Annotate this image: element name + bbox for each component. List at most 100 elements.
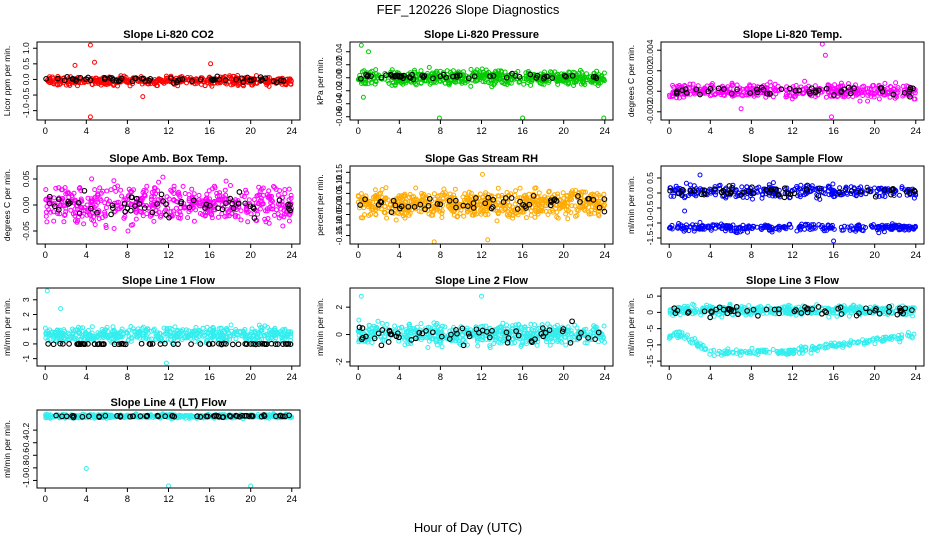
y-tick-label: -0.06: [334, 107, 344, 127]
y-tick-label: 1.0: [21, 42, 31, 54]
data-point: [828, 89, 834, 94]
data-point: [707, 85, 714, 92]
data-point: [388, 69, 394, 75]
data-point: [51, 218, 57, 224]
data-point: [561, 72, 568, 79]
data-point: [113, 188, 119, 194]
data-point: [715, 85, 722, 92]
panel-title: Slope Li-820 Pressure: [424, 29, 539, 41]
x-tick-label: 12: [787, 126, 798, 137]
data-point: [87, 77, 94, 84]
data-point: [266, 188, 272, 194]
x-tick-label: 0: [667, 126, 672, 137]
x-tick-label: 12: [163, 250, 174, 261]
x-tick-label: 12: [163, 126, 174, 137]
data-point: [569, 72, 576, 79]
data-point: [495, 185, 501, 191]
data-point: [569, 318, 575, 325]
data-point: [721, 86, 727, 92]
data-point: [222, 187, 228, 193]
data-point: [867, 91, 873, 97]
data-point: [595, 83, 601, 88]
data-point: [262, 216, 268, 222]
data-point-outlier: [358, 293, 364, 299]
data-point: [233, 76, 239, 83]
data-point: [161, 80, 167, 86]
data-point: [389, 82, 395, 88]
data-point: [754, 89, 761, 96]
data-point: [498, 68, 504, 74]
data-point: [851, 85, 857, 92]
data-point: [481, 73, 487, 79]
data-point: [594, 68, 600, 74]
data-point: [273, 186, 279, 192]
data-point: [569, 76, 574, 82]
panel-4: Slope Amb. Box Temp.degrees C per min.0 4…: [2, 153, 301, 261]
y-tick-label: -0.002: [645, 99, 655, 123]
data-point: [239, 75, 245, 82]
y-tick-label: 3: [21, 297, 31, 302]
data-point: [364, 73, 371, 80]
data-point: [238, 217, 244, 223]
data-point: [871, 94, 877, 100]
data-point: [77, 74, 84, 81]
data-point: [168, 209, 174, 215]
data-point: [462, 191, 468, 197]
data-points: [666, 301, 917, 359]
data-point: [528, 82, 534, 88]
data-point: [43, 187, 49, 193]
x-tick-label: 16: [828, 250, 839, 261]
y-tick-label: 0.02: [334, 56, 344, 73]
x-tick-label: 12: [476, 250, 487, 261]
data-point: [384, 321, 390, 327]
data-point: [426, 64, 432, 70]
data-point: [282, 187, 288, 193]
data-point: [238, 208, 244, 214]
data-point: [379, 187, 385, 192]
data-point: [87, 211, 92, 217]
data-point: [172, 324, 178, 330]
data-point: [841, 86, 847, 93]
data-points: [43, 42, 294, 120]
x-tick-label: 8: [749, 126, 754, 137]
data-point: [118, 75, 125, 82]
data-point: [413, 185, 419, 191]
data-point: [500, 320, 506, 326]
y-tick-label: -0.02: [334, 81, 344, 101]
data-point: [392, 73, 399, 79]
data-point: [509, 70, 515, 77]
data-point: [682, 86, 689, 92]
y-tick-label: -0.5: [645, 200, 655, 215]
data-point: [73, 78, 79, 84]
data-point: [865, 86, 871, 92]
data-point: [385, 339, 392, 345]
data-point: [449, 76, 455, 82]
data-point: [216, 214, 221, 220]
data-point: [89, 176, 95, 182]
data-point: [393, 217, 399, 223]
data-point: [202, 83, 208, 89]
x-tick-label: 8: [438, 250, 443, 261]
data-point: [97, 185, 103, 191]
data-point-outlier: [358, 42, 364, 48]
y-tick-label: 0.00: [334, 69, 344, 86]
y-tick-label: 0.05: [21, 170, 31, 187]
panel-title: Slope Line 2 Flow: [435, 275, 528, 287]
data-point: [419, 72, 426, 79]
x-tick-label: 20: [245, 126, 256, 137]
x-tick-label: 0: [356, 372, 361, 383]
y-tick-label: 0.15: [334, 164, 344, 181]
data-points: [667, 41, 918, 120]
data-point: [682, 91, 688, 97]
panel-title: Slope Sample Flow: [742, 153, 843, 165]
y-tick-label: 0.00: [21, 196, 31, 213]
data-point: [63, 82, 69, 88]
data-point: [89, 324, 95, 330]
x-tick-label: 16: [517, 250, 528, 261]
data-point: [491, 341, 497, 347]
data-point: [446, 79, 452, 85]
data-point: [792, 87, 799, 94]
data-point: [490, 73, 497, 79]
data-point: [369, 340, 375, 346]
data-point: [115, 83, 120, 89]
